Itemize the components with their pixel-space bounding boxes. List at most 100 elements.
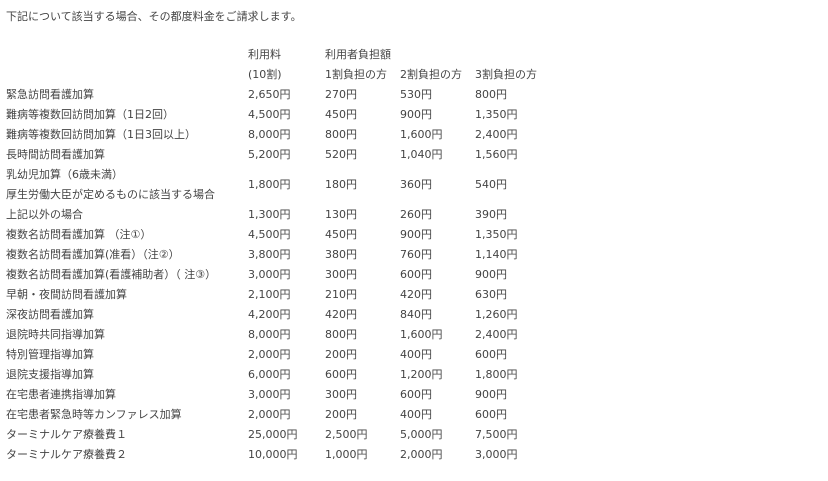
table-row: 上記以外の場合 1,300円 130円 260円 390円	[4, 205, 539, 225]
table-row: 複数名訪問看護加算(准看）（注②） 3,800円 380円 760円 1,140円	[4, 245, 539, 265]
fee-cell: 6,000円	[248, 368, 291, 381]
burden-1-cell: 800円	[325, 128, 357, 141]
item-name: 難病等複数回訪問加算（1日2回）	[6, 108, 174, 121]
burden-3-cell: 900円	[475, 268, 507, 281]
burden-3-cell: 1,800円	[475, 368, 518, 381]
header-b1: 1割負担の方	[325, 68, 387, 81]
burden-2-cell: 420円	[400, 288, 432, 301]
burden-3-cell: 630円	[475, 288, 507, 301]
item-name: 特別管理指導加算	[6, 348, 94, 361]
burden-1-cell: 450円	[325, 108, 357, 121]
item-name: 退院時共同指導加算	[6, 328, 105, 341]
burden-2-cell: 840円	[400, 308, 432, 321]
table-row: 緊急訪問看護加算 2,650円 270円 530円 800円	[4, 85, 539, 105]
burden-3-cell: 2,400円	[475, 128, 518, 141]
table-row: 難病等複数回訪問加算（1日3回以上） 8,000円 800円 1,600円 2,400円	[4, 125, 539, 145]
fee-cell: 1,300円	[248, 208, 291, 221]
table-row: 特別管理指導加算 2,000円 200円 400円 600円	[4, 345, 539, 365]
item-name: 難病等複数回訪問加算（1日3回以上）	[6, 128, 196, 141]
table-row: 深夜訪問看護加算 4,200円 420円 840円 1,260円	[4, 305, 539, 325]
burden-3-cell: 1,140円	[475, 248, 518, 261]
burden-1-cell: 520円	[325, 148, 357, 161]
fee-cell: 1,800円	[248, 178, 291, 191]
burden-3-cell: 1,560円	[475, 148, 518, 161]
burden-3-cell: 2,400円	[475, 328, 518, 341]
burden-2-cell: 5,000円	[400, 428, 443, 441]
burden-3-cell: 600円	[475, 408, 507, 421]
burden-2-cell: 1,040円	[400, 148, 443, 161]
burden-3-cell: 600円	[475, 348, 507, 361]
item-name: 長時間訪問看護加算	[6, 148, 105, 161]
fee-cell: 2,000円	[248, 348, 291, 361]
burden-1-cell: 210円	[325, 288, 357, 301]
table-row: 難病等複数回訪問加算（1日2回） 4,500円 450円 900円 1,350円	[4, 105, 539, 125]
burden-2-cell: 1,600円	[400, 328, 443, 341]
table-row: 在宅患者緊急時等カンファレス加算 2,000円 200円 400円 600円	[4, 405, 539, 425]
item-name: 深夜訪問看護加算	[6, 308, 94, 321]
header-fee: 利用料	[248, 48, 281, 61]
fee-cell: 4,500円	[248, 108, 291, 121]
intro-text: 下記について該当する場合、その都度料金をご請求します。	[6, 10, 302, 23]
burden-3-cell: 1,350円	[475, 228, 518, 241]
burden-1-cell: 200円	[325, 348, 357, 361]
burden-3-cell: 900円	[475, 388, 507, 401]
burden-3-cell: 7,500円	[475, 428, 518, 441]
item-name: 早朝・夜間訪問看護加算	[6, 288, 127, 301]
fee-cell: 3,800円	[248, 248, 291, 261]
header-row-2: (10割) 1割負担の方 2割負担の方 3割負担の方	[4, 65, 539, 85]
burden-2-cell: 1,200円	[400, 368, 443, 381]
header-row: 利用料 利用者負担額	[4, 45, 539, 65]
item-name: 退院支援指導加算	[6, 368, 94, 381]
item-name-line2: 厚生労働大臣が定めるものに該当する場合	[6, 188, 215, 201]
fee-cell: 3,000円	[248, 388, 291, 401]
burden-3-cell: 3,000円	[475, 448, 518, 461]
item-name: 乳幼児加算（6歳未満） 厚生労働大臣が定めるものに該当する場合	[4, 165, 246, 205]
burden-1-cell: 200円	[325, 408, 357, 421]
burden-1-cell: 300円	[325, 268, 357, 281]
fee-cell: 8,000円	[248, 128, 291, 141]
header-b2: 2割負担の方	[400, 68, 462, 81]
burden-1-cell: 270円	[325, 88, 357, 101]
header-b3: 3割負担の方	[475, 68, 537, 81]
burden-2-cell: 400円	[400, 408, 432, 421]
burden-2-cell: 600円	[400, 388, 432, 401]
table-row: ターミナルケア療養費２ 10,000円 1,000円 2,000円 3,000円	[4, 445, 539, 465]
burden-1-cell: 600円	[325, 368, 357, 381]
item-name: 在宅患者連携指導加算	[6, 388, 116, 401]
table-row: 在宅患者連携指導加算 3,000円 300円 600円 900円	[4, 385, 539, 405]
burden-2-cell: 900円	[400, 108, 432, 121]
burden-3-cell: 1,350円	[475, 108, 518, 121]
item-name: 上記以外の場合	[6, 208, 83, 221]
item-name: ターミナルケア療養費１	[6, 428, 127, 441]
table-row: 退院支援指導加算 6,000円 600円 1,200円 1,800円	[4, 365, 539, 385]
header-burden: 利用者負担額	[325, 48, 391, 61]
burden-2-cell: 1,600円	[400, 128, 443, 141]
fee-cell: 25,000円	[248, 428, 298, 441]
table-row: 複数名訪問看護加算 （注①） 4,500円 450円 900円 1,350円	[4, 225, 539, 245]
fee-cell: 4,200円	[248, 308, 291, 321]
burden-2-cell: 600円	[400, 268, 432, 281]
fee-table: 利用料 利用者負担額 (10割) 1割負担の方 2割負担の方 3割負担の方 緊急…	[4, 45, 539, 465]
fee-cell: 2,100円	[248, 288, 291, 301]
fee-cell: 2,000円	[248, 408, 291, 421]
item-name: 複数名訪問看護加算 （注①）	[6, 228, 152, 241]
fee-cell: 3,000円	[248, 268, 291, 281]
fee-cell: 8,000円	[248, 328, 291, 341]
fee-cell: 4,500円	[248, 228, 291, 241]
burden-1-cell: 180円	[325, 178, 357, 191]
item-name-line1: 乳幼児加算（6歳未満）	[6, 168, 123, 181]
burden-2-cell: 360円	[400, 178, 432, 191]
table-row: 複数名訪問看護加算(看護補助者）（ 注③） 3,000円 300円 600円 900円	[4, 265, 539, 285]
header-fee-sub: (10割)	[248, 68, 282, 81]
burden-1-cell: 300円	[325, 388, 357, 401]
burden-2-cell: 760円	[400, 248, 432, 261]
fee-cell: 2,650円	[248, 88, 291, 101]
burden-1-cell: 2,500円	[325, 428, 368, 441]
burden-1-cell: 130円	[325, 208, 357, 221]
item-name: 複数名訪問看護加算(看護補助者）（ 注③）	[6, 268, 217, 281]
burden-3-cell: 1,260円	[475, 308, 518, 321]
burden-2-cell: 400円	[400, 348, 432, 361]
burden-1-cell: 1,000円	[325, 448, 368, 461]
item-name: 複数名訪問看護加算(准看）（注②）	[6, 248, 180, 261]
burden-2-cell: 900円	[400, 228, 432, 241]
